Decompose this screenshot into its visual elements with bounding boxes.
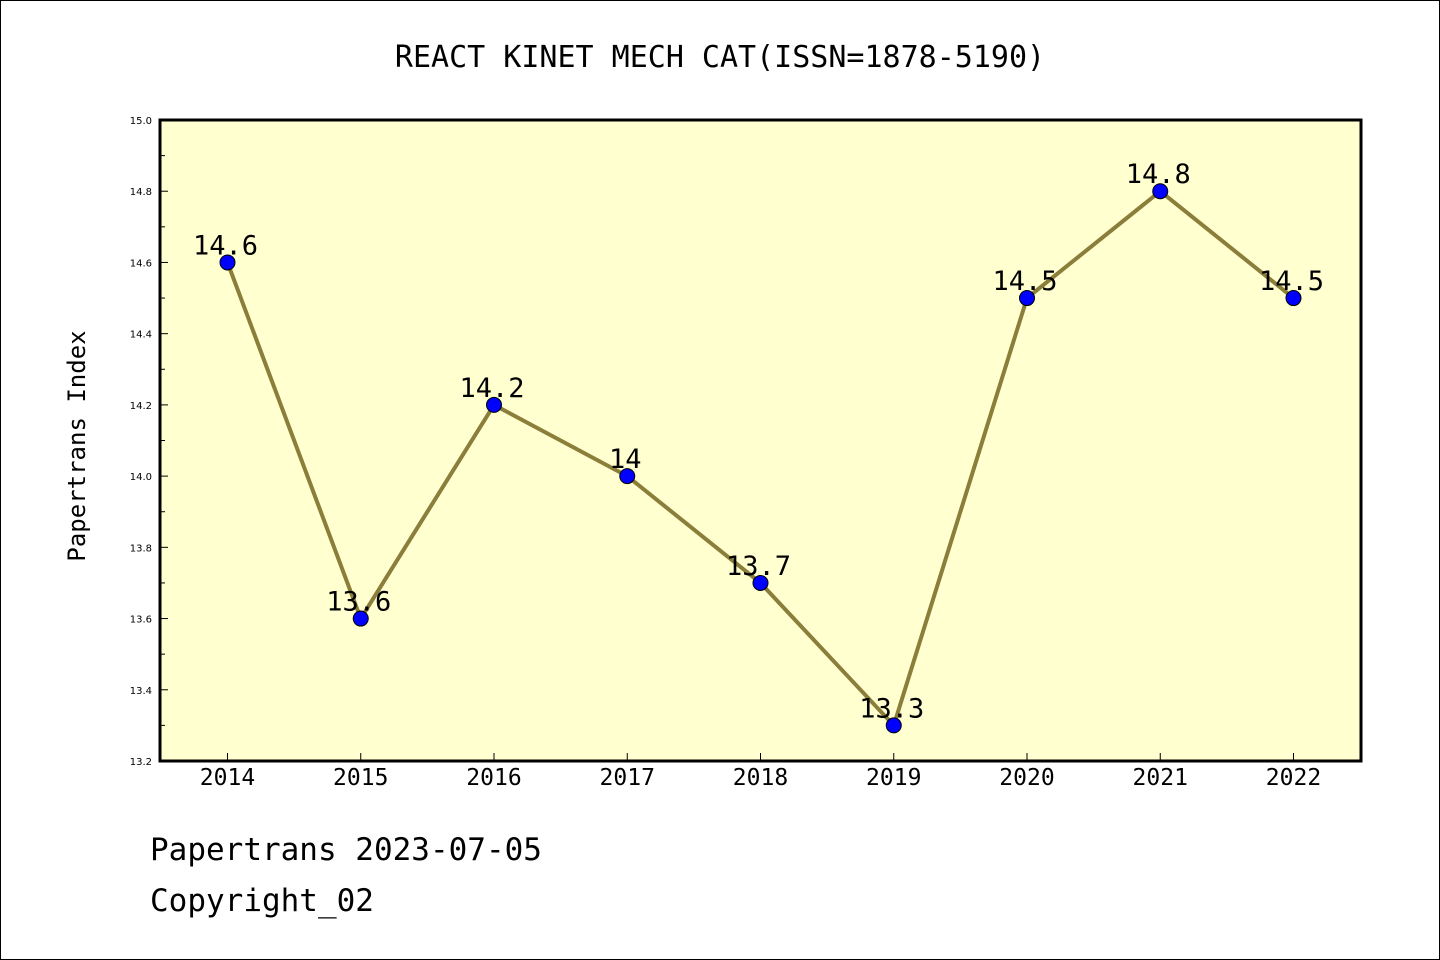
data-label: 14.8 bbox=[1126, 159, 1191, 190]
y-tick-label: 13.2 bbox=[130, 757, 152, 768]
data-label: 14.6 bbox=[193, 230, 258, 261]
data-point bbox=[619, 468, 636, 485]
x-axis: 2014 2015 2016 2017 2018 2019 2020 2021 2022 bbox=[200, 753, 1321, 791]
plot-border bbox=[158, 118, 1363, 763]
footer-copyright: Copyright_02 bbox=[150, 883, 374, 919]
y-tick-label: 13.8 bbox=[130, 543, 152, 554]
x-tick-label: 2019 bbox=[866, 765, 921, 791]
y-tick-label: 15.0 bbox=[130, 116, 152, 127]
y-tick-label: 13.6 bbox=[130, 615, 152, 626]
x-tick-label: 2016 bbox=[466, 765, 521, 791]
data-point bbox=[352, 610, 369, 627]
y-tick-label: 14.0 bbox=[130, 472, 152, 483]
x-tick-label: 2017 bbox=[600, 765, 655, 791]
data-point bbox=[486, 396, 502, 413]
data-label: 13.6 bbox=[326, 587, 391, 618]
y-tick-label: 14.8 bbox=[130, 187, 152, 198]
data-label: 14 bbox=[609, 444, 642, 475]
data-point bbox=[752, 574, 769, 591]
data-label: 14.2 bbox=[459, 373, 524, 404]
data-point bbox=[885, 717, 902, 734]
y-tick-label: 14.6 bbox=[130, 258, 152, 269]
data-point bbox=[219, 254, 236, 271]
x-tick-label: 2020 bbox=[999, 765, 1054, 791]
data-point bbox=[1285, 290, 1302, 307]
data-label: 14.5 bbox=[1259, 266, 1324, 297]
y-axis: 13.2 13.4 13.6 13.8 14.0 14.2 14.4 14.6 14.8 15.0 bbox=[130, 116, 168, 768]
data-label: 13.3 bbox=[859, 693, 924, 724]
plot-area bbox=[160, 120, 1361, 761]
y-tick-label: 14.4 bbox=[130, 330, 152, 341]
data-points bbox=[219, 183, 1302, 734]
chart-title: REACT KINET MECH CAT(ISSN=1878-5190) bbox=[395, 40, 1045, 75]
x-tick-label: 2018 bbox=[733, 765, 788, 791]
data-point bbox=[1152, 183, 1169, 200]
data-point bbox=[1019, 290, 1035, 307]
data-label: 14.5 bbox=[992, 266, 1057, 297]
data-labels: 14.6 13.6 14.2 14 13.7 13.3 14.5 14.8 14.5 bbox=[193, 159, 1324, 724]
x-tick-label: 2021 bbox=[1133, 765, 1188, 791]
x-tick-label: 2015 bbox=[333, 765, 388, 791]
footer-date: Papertrans 2023-07-05 bbox=[150, 832, 542, 868]
y-tick-label: 13.4 bbox=[130, 686, 152, 697]
y-axis-label: Papertrans Index bbox=[63, 330, 91, 561]
x-tick-label: 2014 bbox=[200, 765, 255, 791]
y-tick-label: 14.2 bbox=[130, 401, 152, 412]
x-tick-label: 2022 bbox=[1266, 765, 1321, 791]
data-label: 13.7 bbox=[726, 551, 791, 582]
